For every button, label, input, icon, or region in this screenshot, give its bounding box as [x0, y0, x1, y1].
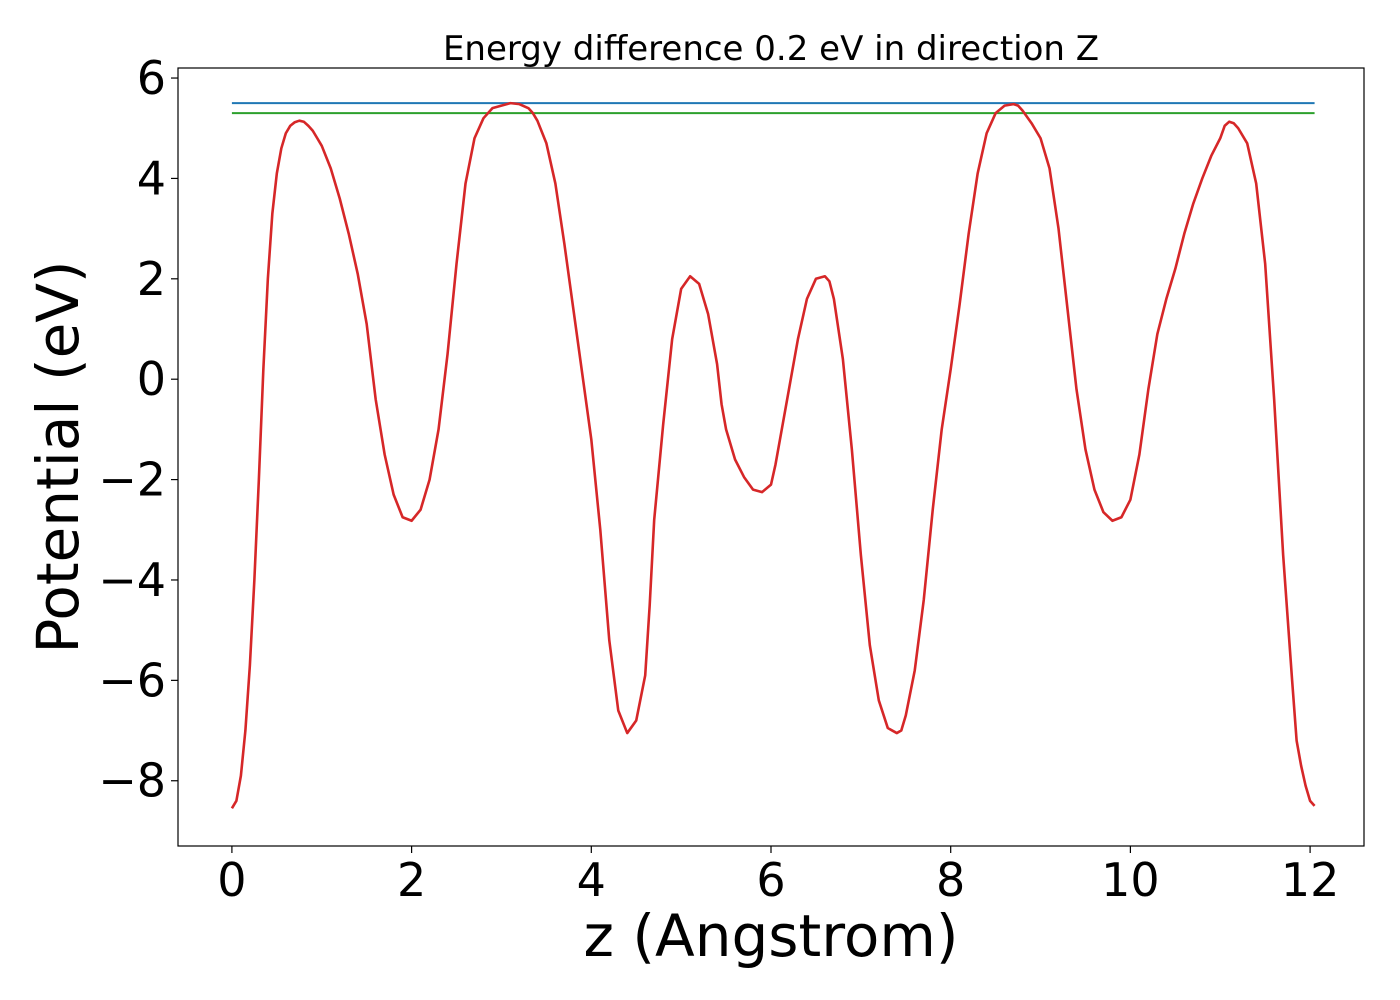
plot-data-layer: [230, 101, 1316, 810]
y-tick-label: 2: [137, 252, 166, 306]
y-tick-label: 0: [137, 352, 166, 406]
x-tick-label: 8: [936, 853, 965, 907]
y-tick-label: −2: [98, 453, 166, 507]
y-tick-label: −4: [98, 553, 166, 607]
y-axis-label: Potential (eV): [24, 260, 92, 653]
x-tick-label: 10: [1101, 853, 1160, 907]
y-axis-ticks: −8 −6 −4 −2 0 2 4 6: [98, 51, 178, 808]
x-tick-label: 0: [217, 853, 246, 907]
y-tick-label: −6: [98, 653, 166, 707]
plot-area-frame: [177, 67, 1365, 847]
x-axis-ticks: 0 2 4 6 8 10 12: [217, 846, 1339, 907]
chart-title: Energy difference 0.2 eV in direction Z: [443, 29, 1099, 69]
y-tick-label: 4: [137, 151, 166, 205]
x-tick-label: 4: [577, 853, 606, 907]
series-line-3: [230, 101, 1316, 810]
x-tick-label: 2: [397, 853, 426, 907]
x-tick-label: 12: [1281, 853, 1340, 907]
x-tick-label: 6: [756, 853, 785, 907]
y-tick-label: −8: [98, 754, 166, 808]
y-tick-label: 6: [137, 51, 166, 105]
x-axis-label: z (Angstrom): [584, 902, 959, 970]
